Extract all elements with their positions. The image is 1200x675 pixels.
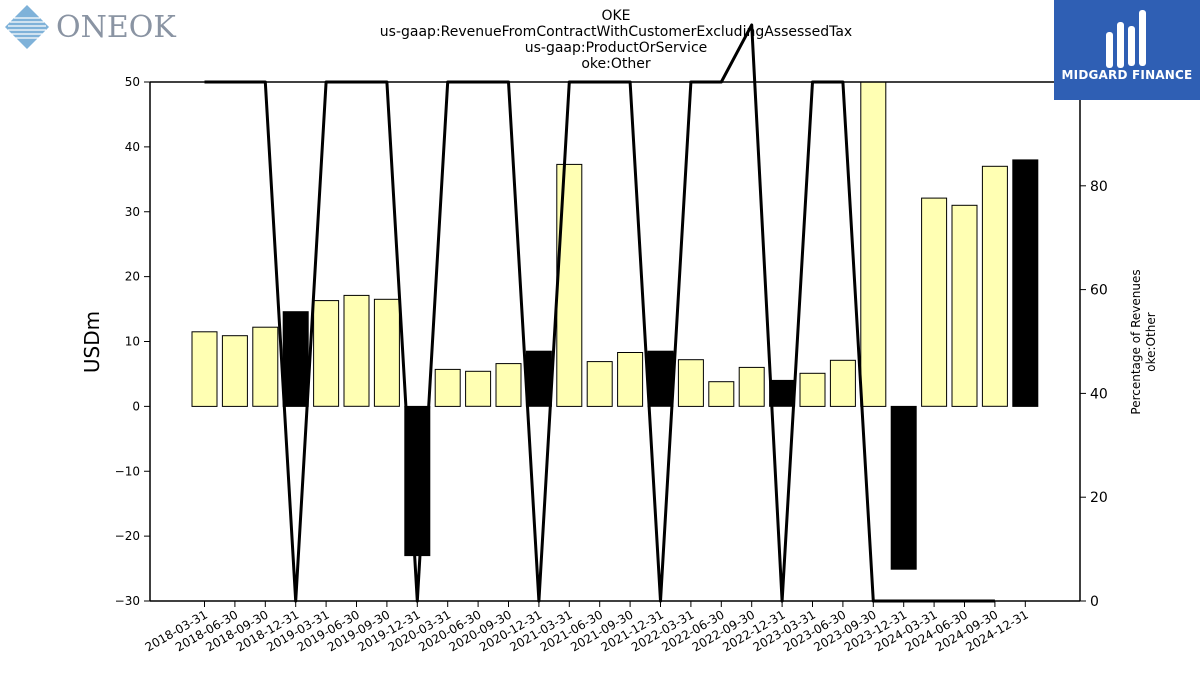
bar	[495, 363, 522, 407]
y-tick-label: 0	[132, 399, 140, 413]
bar	[1012, 159, 1039, 407]
bar	[738, 366, 765, 407]
chart-title-line: OKE	[601, 8, 630, 24]
oneok-diamond-icon	[5, 5, 49, 49]
y2-axis-label-line2: oke:Other	[1144, 312, 1158, 371]
bar	[191, 331, 218, 407]
y-tick-label: 40	[125, 140, 140, 154]
y2-axis-ticks: 020406080100	[1080, 75, 1117, 610]
y-tick-label: −30	[115, 594, 140, 608]
bar	[221, 335, 248, 407]
y2-tick-label: 80	[1090, 179, 1108, 195]
bar	[617, 352, 644, 407]
y2-axis-label-line1: Percentage of Revenues	[1129, 269, 1143, 414]
y-tick-label: 30	[125, 205, 140, 219]
bar	[343, 294, 370, 407]
bar	[677, 359, 704, 407]
y-tick-label: 10	[125, 335, 140, 349]
chart-title-line: us-gaap:ProductOrService	[525, 40, 708, 56]
y2-tick-label: 40	[1090, 386, 1108, 402]
y-tick-label: −10	[115, 464, 140, 478]
bar	[799, 372, 826, 407]
bar	[769, 379, 796, 407]
bar	[829, 359, 856, 407]
bar	[525, 350, 552, 407]
bars-group	[191, 81, 1039, 570]
y2-tick-label: 0	[1090, 594, 1099, 610]
y-tick-label: 50	[125, 75, 140, 89]
midgard-logo-text: MIDGARD FINANCE	[1061, 68, 1193, 82]
chart-title-line: oke:Other	[581, 56, 650, 72]
bar	[921, 197, 948, 407]
chart-title: OKEus-gaap:RevenueFromContractWithCustom…	[380, 8, 852, 72]
bar	[708, 381, 735, 407]
chart-title-line: us-gaap:RevenueFromContractWithCustomerE…	[380, 24, 852, 40]
bar	[282, 311, 309, 407]
y-axis-ticks: 50 40 30 20 10 0 −10 −20 −30	[115, 75, 150, 608]
bar	[556, 163, 583, 407]
midgard-finance-logo: MIDGARD FINANCE	[1054, 0, 1200, 100]
bar	[252, 326, 279, 407]
bar	[951, 204, 978, 407]
bar	[586, 361, 613, 407]
y-axis-label: USDm	[80, 311, 104, 373]
bar	[860, 81, 887, 407]
bar	[647, 350, 674, 407]
midgard-emblem-icon	[1106, 10, 1146, 68]
oneok-logo-text: ONEOK	[56, 10, 176, 45]
bar	[313, 300, 340, 407]
bar	[890, 405, 917, 570]
x-axis-ticks: 2018-03-312018-06-302018-09-302018-12-31…	[143, 601, 1031, 654]
bar	[434, 368, 461, 407]
bar	[981, 165, 1008, 407]
bar	[373, 298, 400, 407]
oneok-logo: ONEOK	[4, 4, 176, 50]
y2-tick-label: 20	[1090, 490, 1108, 506]
bar	[465, 370, 492, 407]
y2-tick-label: 60	[1090, 283, 1108, 299]
y-tick-label: −20	[115, 529, 140, 543]
y-tick-label: 20	[125, 270, 140, 284]
